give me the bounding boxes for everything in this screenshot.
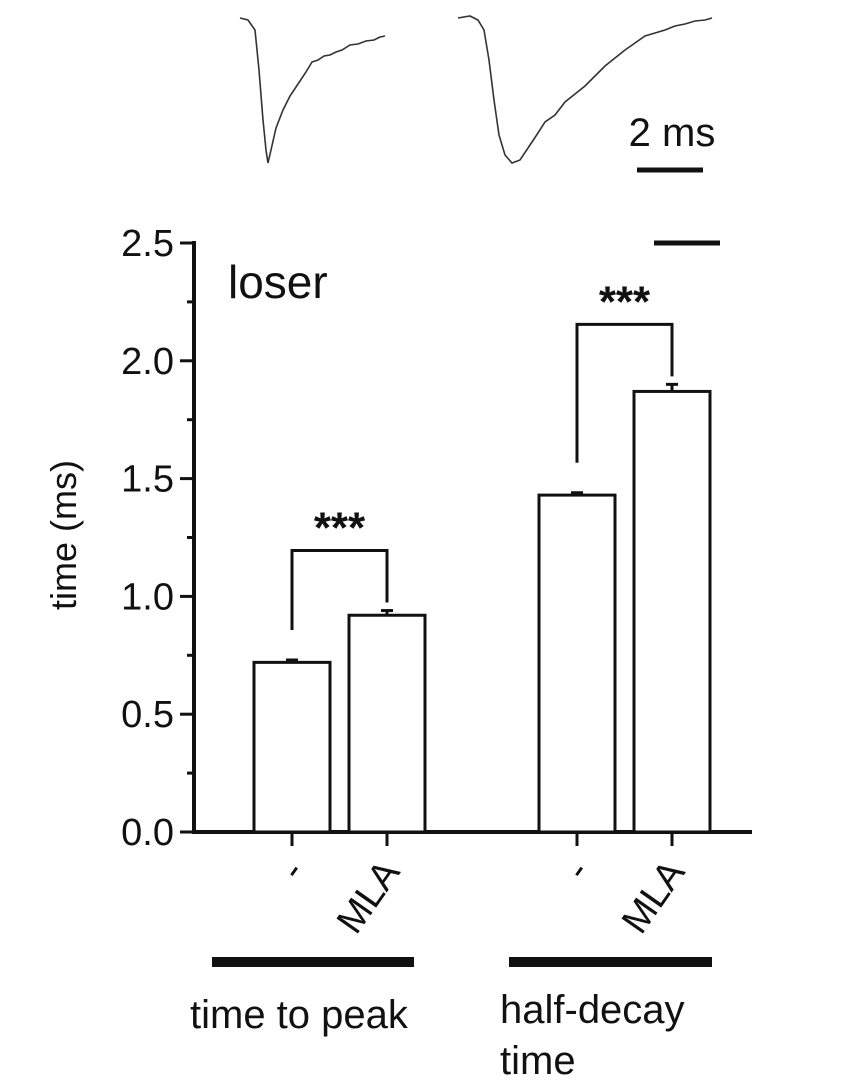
scale-bar: 2 ms [629, 111, 720, 246]
trace-control [239, 17, 386, 164]
category-labels: - MLA - MLA [272, 853, 694, 942]
example-traces [239, 15, 713, 164]
y-tick-label: 1.0 [121, 576, 174, 618]
bar [537, 493, 617, 834]
significance-brackets: *** *** [290, 277, 674, 631]
significance-bracket [575, 322, 674, 463]
bar [252, 660, 332, 834]
y-tick-label: 0.5 [121, 694, 174, 736]
bar [632, 389, 712, 834]
category-label: - [272, 853, 314, 887]
y-tick-label: 2.0 [121, 341, 174, 383]
category-label: - [557, 853, 599, 887]
group-labels: time to peak half-decay time [190, 957, 712, 1083]
category-label: MLA [614, 853, 694, 942]
trace-mla [457, 15, 713, 164]
group-label-half-decay: half-decay [500, 988, 685, 1032]
category-label: MLA [329, 853, 409, 942]
scale-bar-label: 2 ms [629, 111, 716, 155]
y-axis-title: time (ms) [43, 460, 84, 610]
group-label-time-to-peak: time to peak [190, 993, 409, 1037]
bars [252, 382, 712, 834]
panel-label: loser [228, 256, 328, 308]
y-tick-label: 1.5 [121, 459, 174, 501]
y-tick-label: 0.0 [121, 812, 174, 854]
bar [347, 613, 427, 834]
y-tick-label: 2.5 [121, 223, 174, 265]
significance-marker: *** [599, 277, 651, 326]
significance-bracket [290, 549, 389, 631]
group-label-half-decay-line2: time [500, 1039, 576, 1083]
significance-marker: *** [314, 504, 366, 553]
